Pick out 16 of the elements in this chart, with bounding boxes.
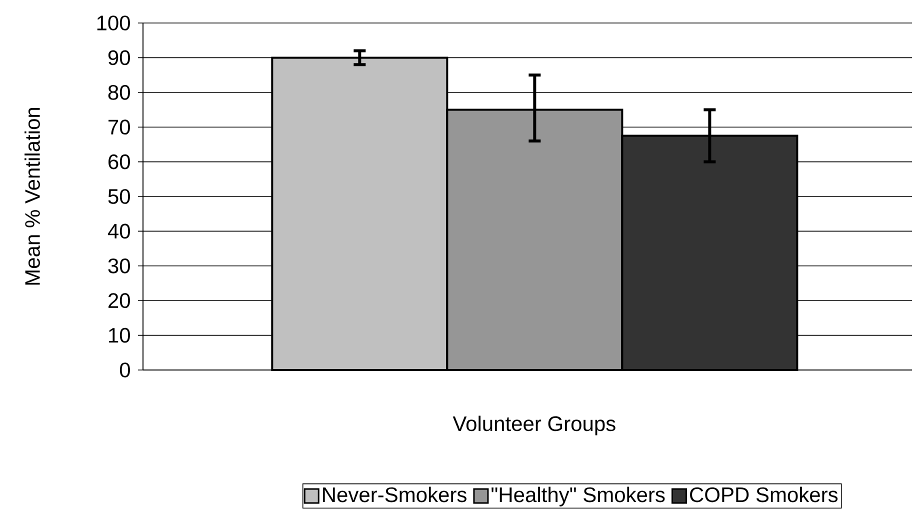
y-tick-label: 10 bbox=[109, 328, 130, 343]
y-tick-label: 100 bbox=[97, 16, 130, 30]
x-axis-title: Volunteer Groups bbox=[452, 416, 616, 436]
legend-label: Never-Smokers bbox=[323, 486, 466, 502]
y-tick-label: 20 bbox=[108, 293, 130, 308]
y-axis-title: Mean % Ventilation bbox=[24, 108, 40, 285]
y-tick-label: 50 bbox=[108, 189, 130, 204]
y-tick-label: 60 bbox=[108, 154, 130, 170]
y-tick-label: 0 bbox=[120, 362, 130, 378]
y-tick-label: 40 bbox=[108, 224, 130, 239]
y-tick-label: 80 bbox=[108, 84, 130, 100]
legend-label: "Healthy" Smokers bbox=[492, 486, 665, 506]
legend-label: COPD Smokers bbox=[690, 486, 838, 502]
y-tick-label: 30 bbox=[108, 258, 130, 274]
y-tick-label: 90 bbox=[108, 50, 130, 66]
y-tick-label: 70 bbox=[108, 120, 130, 135]
